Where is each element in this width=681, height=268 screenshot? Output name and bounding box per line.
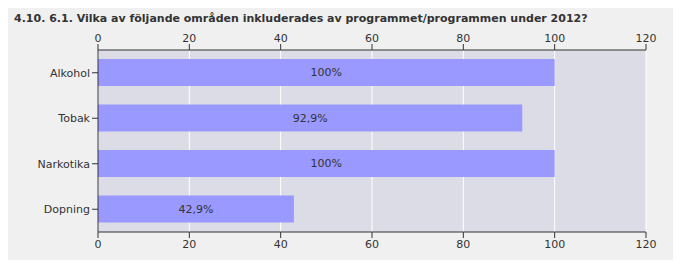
svg-text:100: 100	[544, 32, 565, 45]
svg-text:100%: 100%	[311, 157, 342, 170]
svg-text:Tobak: Tobak	[57, 112, 90, 125]
svg-text:40: 40	[274, 32, 288, 45]
svg-text:Narkotika: Narkotika	[38, 158, 91, 171]
svg-text:20: 20	[182, 32, 196, 45]
svg-text:0: 0	[95, 32, 102, 45]
html-text:4.10. 6.1. Vilka av följande o: 4.10. 6.1. Vilka av följande områden ink…	[14, 12, 588, 25]
svg-text:40: 40	[274, 238, 288, 251]
svg-text:100%: 100%	[311, 66, 342, 79]
svg-text:42,9%: 42,9%	[178, 203, 213, 216]
svg-text:120: 120	[636, 238, 657, 251]
svg-text:120: 120	[636, 32, 657, 45]
svg-text:92,9%: 92,9%	[293, 112, 328, 125]
svg-text:80: 80	[456, 238, 470, 251]
svg-text:Alkohol: Alkohol	[50, 67, 90, 80]
svg-text:60: 60	[365, 238, 379, 251]
svg-text:100: 100	[544, 238, 565, 251]
svg-text:0: 0	[95, 238, 102, 251]
svg-text:60: 60	[365, 32, 379, 45]
svg-text:20: 20	[182, 238, 196, 251]
svg-text:80: 80	[456, 32, 470, 45]
svg-text:Dopning: Dopning	[44, 203, 90, 216]
